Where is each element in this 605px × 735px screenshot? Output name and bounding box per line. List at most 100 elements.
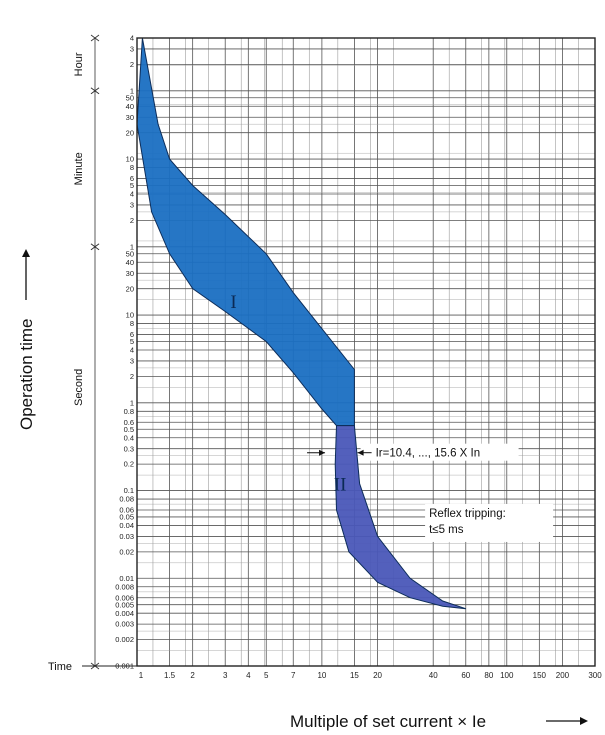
y-tick-label: 1 — [130, 86, 134, 95]
unit-bracket-tick — [90, 87, 96, 92]
unit-bracket-tick — [94, 34, 100, 39]
unit-bracket-tick — [90, 243, 96, 248]
y-tick-label: 5 — [130, 181, 134, 190]
y-tick-label: 0.8 — [124, 407, 134, 416]
x-tick-label: 100 — [500, 671, 514, 680]
y-tick-label: 0.006 — [115, 593, 134, 602]
y-tick-label: 0.2 — [124, 460, 134, 469]
x-tick-label: 150 — [533, 671, 547, 680]
y-arrow-head — [22, 249, 30, 257]
y-tick-label: 0.08 — [119, 495, 134, 504]
unit-bracket-tick — [90, 34, 96, 39]
y-tick-label: 3 — [130, 45, 134, 54]
unit-bracket-tick — [94, 37, 100, 42]
time-unit-label: Minute — [73, 152, 85, 185]
unit-bracket-tick — [90, 37, 96, 42]
y-tick-label: 4 — [130, 346, 134, 355]
x-tick-label: 40 — [429, 671, 438, 680]
y-tick-label: 3 — [130, 357, 134, 366]
y-tick-label: 3 — [130, 201, 134, 210]
x-tick-label: 3 — [223, 671, 228, 680]
unit-bracket-tick — [94, 246, 100, 251]
y-tick-label: 30 — [126, 269, 134, 278]
y-tick-label: 0.05 — [119, 513, 134, 522]
x-tick-label: 7 — [291, 671, 296, 680]
x-tick-label: 80 — [484, 671, 493, 680]
plot-frame — [136, 37, 596, 667]
y-tick-label: 30 — [126, 113, 134, 122]
y-axis-title: Operation time — [17, 319, 36, 431]
x-tick-label: 60 — [461, 671, 470, 680]
y-tick-label: 0.5 — [124, 425, 134, 434]
x-tick-label: 1 — [139, 671, 144, 680]
unit-bracket-tick — [94, 90, 100, 95]
reflex-tripping-box — [425, 503, 554, 542]
y-tick-label: 0.4 — [124, 433, 134, 442]
ir-range-label: Ir=10.4, ..., 15.6 X In — [376, 448, 481, 460]
y-tick-label: 0.04 — [119, 521, 134, 530]
y-tick-label: 2 — [130, 60, 134, 69]
unit-bracket-tick — [94, 243, 100, 248]
ir-arrow-right-icon — [357, 449, 364, 456]
y-tick-label: 0.005 — [115, 600, 134, 609]
time-unit-label: Time — [48, 661, 72, 673]
y-tick-label: 1 — [130, 398, 134, 407]
y-tick-labels: 432150403020108654321504030201086543210.… — [115, 34, 134, 671]
y-tick-label: 8 — [130, 163, 134, 172]
x-tick-label: 1.5 — [164, 671, 176, 680]
areas — [136, 37, 466, 610]
unit-bracket-tick — [94, 87, 100, 92]
y-tick-label: 0.003 — [115, 620, 134, 629]
y-tick-label: 2 — [130, 372, 134, 381]
reflex-tripping-time: t≤5 ms — [429, 524, 464, 536]
plot-border — [136, 37, 596, 667]
y-tick-label: 0.002 — [115, 635, 134, 644]
time-unit-brackets: Hour Minute Second Time — [48, 34, 137, 673]
plot-background — [137, 38, 595, 666]
y-tick-label: 6 — [130, 330, 134, 339]
y-tick-label: 20 — [126, 284, 134, 293]
y-tick-label: 10 — [126, 155, 134, 164]
time-unit-label: Second — [73, 369, 85, 406]
region-I-label: I — [230, 292, 236, 313]
x-tick-label: 2 — [190, 671, 195, 680]
y-tick-label: 0.008 — [115, 582, 134, 591]
y-tick-label: 0.02 — [119, 547, 134, 556]
y-tick-label: 2 — [130, 216, 134, 225]
y-tick-label: 6 — [130, 174, 134, 183]
y-tick-label: 0.06 — [119, 506, 134, 515]
y-tick-label: 20 — [126, 128, 134, 137]
grid — [136, 37, 596, 667]
y-tick-label: 40 — [126, 102, 134, 111]
y-tick-label: 10 — [126, 311, 134, 320]
y-tick-label: 0.004 — [115, 609, 134, 618]
x-tick-label: 200 — [556, 671, 570, 680]
x-axis-arrow-icon — [546, 717, 588, 725]
y-tick-label: 4 — [130, 190, 134, 199]
x-tick-label: 15 — [350, 671, 359, 680]
ir-arrow-left-icon — [319, 449, 326, 456]
y-tick-label: 40 — [126, 258, 134, 267]
x-tick-label: 4 — [246, 671, 251, 680]
x-axis-title: Multiple of set current × Ie — [290, 712, 486, 731]
region-II-area — [334, 425, 466, 610]
time-unit-label: Hour — [73, 52, 85, 76]
y-tick-label: 0.6 — [124, 418, 134, 427]
ir-label-background — [360, 443, 519, 461]
y-tick-label: 1 — [130, 242, 134, 251]
y-tick-label: 8 — [130, 319, 134, 328]
x-arrow-head — [580, 717, 588, 725]
region-II-label: II — [334, 475, 347, 496]
y-tick-label: 0.3 — [124, 444, 134, 453]
y-tick-label: 5 — [130, 337, 134, 346]
x-tick-label: 20 — [373, 671, 382, 680]
y-tick-label: 0.01 — [119, 574, 134, 583]
x-tick-labels: 1 1.5 2 3 4 5 7 10 15 20 40 60 80 100 150 200 300 — [139, 671, 602, 680]
y-tick-label: 50 — [126, 93, 134, 102]
unit-bracket-tick — [90, 90, 96, 95]
reflex-tripping-label: Reflex tripping: — [429, 508, 506, 520]
y-axis-arrow-icon — [22, 249, 30, 300]
ir-range-annotation — [307, 443, 519, 461]
x-tick-label: 5 — [264, 671, 269, 680]
